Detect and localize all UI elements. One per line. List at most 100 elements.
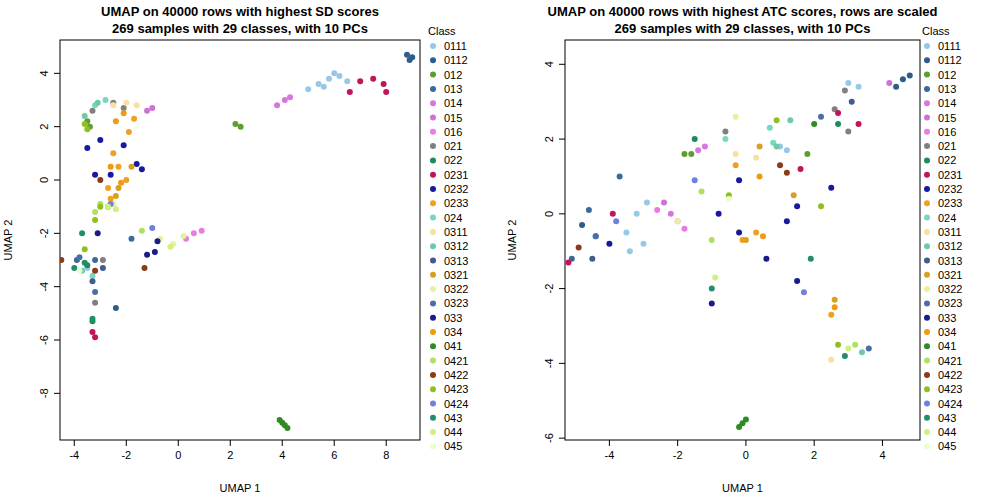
legend-swatch [924, 200, 930, 206]
legend-swatch [430, 72, 436, 78]
legend-label: 0424 [444, 398, 468, 410]
legend-swatch [430, 443, 436, 449]
point [89, 273, 95, 279]
legend-swatch [430, 172, 436, 178]
point [798, 166, 804, 172]
point [716, 211, 722, 217]
legend-swatch [924, 372, 930, 378]
x-tick-label: -4 [604, 449, 614, 461]
legend-label: 0321 [938, 269, 962, 281]
point [113, 193, 119, 199]
point [113, 118, 119, 124]
legend-label: 0322 [938, 283, 962, 295]
point [92, 334, 98, 340]
legend-label: 0232 [444, 183, 468, 195]
point [617, 173, 623, 179]
point [84, 145, 90, 151]
legend-label: 015 [938, 112, 956, 124]
point [675, 218, 681, 224]
point [108, 196, 114, 202]
legend-label: 0112 [444, 54, 468, 66]
legend-swatch [924, 286, 930, 292]
point [121, 105, 127, 111]
legend-label: 0421 [444, 355, 468, 367]
legend-label: 033 [938, 312, 956, 324]
point [144, 252, 150, 258]
legend-swatch [430, 329, 436, 335]
point [381, 81, 387, 87]
x-tick [282, 440, 283, 446]
x-tick [814, 440, 815, 446]
y-tick-label: -6 [38, 335, 50, 345]
plot-frame [565, 40, 920, 440]
legend-swatch [924, 443, 930, 449]
point [681, 226, 687, 232]
point [753, 230, 759, 236]
chart-root: UMAP on 40000 rows with highest SD score… [0, 0, 1008, 504]
legend-label: 015 [444, 112, 462, 124]
y-tick [54, 340, 60, 341]
legend-swatch [430, 157, 436, 163]
point [134, 102, 140, 108]
point [238, 124, 244, 130]
point [589, 256, 595, 262]
point [100, 265, 106, 271]
legend-swatch [924, 429, 930, 435]
point [71, 265, 77, 271]
legend-swatch [430, 358, 436, 364]
point [565, 259, 571, 265]
point [102, 97, 108, 103]
point [849, 99, 855, 105]
x-tick-label: 2 [227, 449, 233, 461]
y-tick-label: 4 [543, 61, 555, 67]
legend-label: 041 [938, 340, 956, 352]
point [100, 257, 106, 263]
point [634, 211, 640, 217]
point [613, 218, 619, 224]
point [688, 151, 694, 157]
legend-swatch [430, 43, 436, 49]
legend-swatch [924, 129, 930, 135]
point [404, 52, 410, 58]
point [845, 345, 851, 351]
point [886, 80, 892, 86]
y-tick-label: -4 [543, 358, 555, 368]
point [336, 73, 342, 79]
point [593, 233, 599, 239]
point [828, 357, 834, 363]
point [89, 329, 95, 335]
point [89, 278, 95, 284]
point [791, 192, 797, 198]
legend-label: 033 [444, 312, 462, 324]
point [191, 230, 197, 236]
point [344, 78, 350, 84]
point [804, 151, 810, 157]
point [407, 57, 413, 63]
point [89, 108, 95, 114]
point [128, 164, 134, 170]
point [105, 204, 111, 210]
legend-label: 012 [938, 69, 956, 81]
x-tick [882, 440, 883, 446]
point [357, 78, 363, 84]
point [832, 297, 838, 303]
point [709, 237, 715, 243]
legend-swatch [430, 415, 436, 421]
x-tick [609, 440, 610, 446]
point [128, 236, 134, 242]
point [774, 117, 780, 123]
legend-label: 0232 [938, 183, 962, 195]
points [565, 73, 912, 430]
legend-label: 0111 [938, 40, 961, 52]
legend-label: 021 [938, 140, 956, 152]
point [139, 228, 145, 234]
point [232, 121, 238, 127]
legend-label: 013 [938, 83, 956, 95]
legend-label: 013 [444, 83, 462, 95]
legend-swatch [924, 229, 930, 235]
legend-swatch [924, 72, 930, 78]
legend-swatch [924, 115, 930, 121]
point [852, 342, 858, 348]
legend-label: 0233 [938, 197, 962, 209]
y-tick-label: -6 [543, 433, 555, 443]
